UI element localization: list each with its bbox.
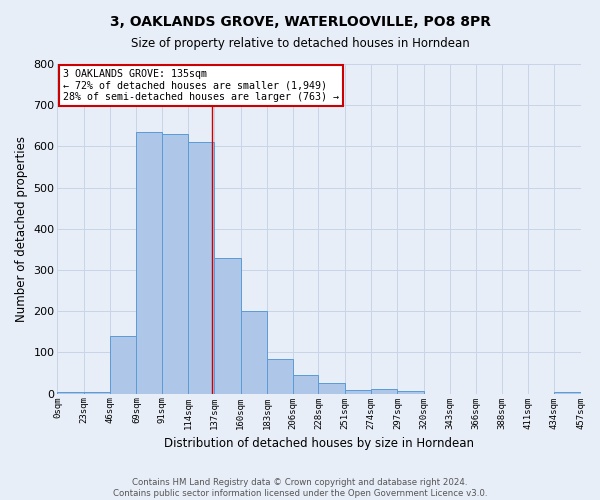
Bar	[161, 134, 188, 394]
Bar	[319, 382, 345, 394]
Text: 3 OAKLANDS GROVE: 135sqm
← 72% of detached houses are smaller (1,949)
28% of sem: 3 OAKLANDS GROVE: 135sqm ← 72% of detach…	[62, 69, 338, 102]
Bar	[241, 311, 267, 394]
Bar	[397, 391, 424, 394]
X-axis label: Distribution of detached houses by size in Horndean: Distribution of detached houses by size …	[164, 437, 474, 450]
Bar	[84, 392, 110, 394]
Bar	[214, 258, 241, 394]
Bar	[293, 375, 319, 394]
Text: Contains HM Land Registry data © Crown copyright and database right 2024.
Contai: Contains HM Land Registry data © Crown c…	[113, 478, 487, 498]
Text: 3, OAKLANDS GROVE, WATERLOOVILLE, PO8 8PR: 3, OAKLANDS GROVE, WATERLOOVILLE, PO8 8P…	[110, 15, 491, 29]
Bar	[136, 132, 161, 394]
Y-axis label: Number of detached properties: Number of detached properties	[15, 136, 28, 322]
Bar	[58, 392, 84, 394]
Text: Size of property relative to detached houses in Horndean: Size of property relative to detached ho…	[131, 38, 469, 51]
Bar	[267, 358, 293, 394]
Bar	[110, 336, 136, 394]
Bar	[345, 390, 371, 394]
Bar	[188, 142, 214, 394]
Bar	[554, 392, 581, 394]
Bar	[371, 388, 397, 394]
